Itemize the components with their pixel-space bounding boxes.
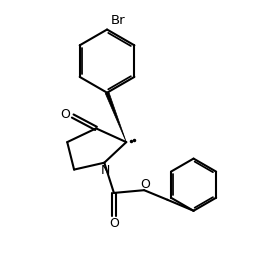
Text: O: O [141,178,150,191]
Text: O: O [109,217,119,230]
Text: O: O [60,108,70,121]
Polygon shape [105,92,126,142]
Text: N: N [101,164,110,177]
Text: Br: Br [110,14,125,27]
